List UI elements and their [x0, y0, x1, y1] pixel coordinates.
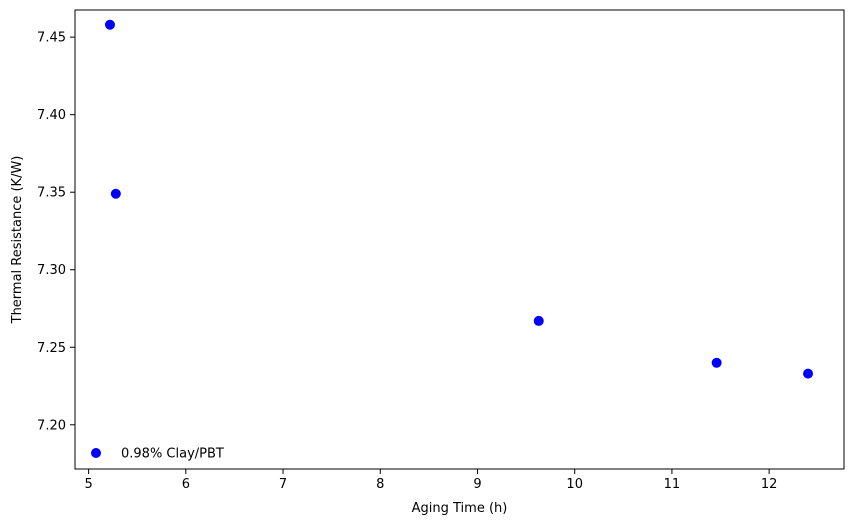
- x-tick-label: 7: [279, 477, 287, 492]
- x-axis: 5 6 7 8 9 10 11 12: [84, 469, 777, 492]
- y-tick-label: 7.45: [37, 31, 66, 46]
- legend-label: 0.98% Clay/PBT: [121, 447, 224, 462]
- y-tick-label: 7.25: [37, 341, 66, 356]
- data-point: [711, 357, 722, 368]
- x-tick-label: 11: [664, 477, 681, 492]
- data-point: [803, 368, 814, 379]
- x-tick-label: 8: [376, 477, 384, 492]
- y-axis-label: Thermal Resistance (K/W): [10, 156, 25, 325]
- y-tick-label: 7.40: [37, 108, 66, 123]
- data-points: [104, 19, 814, 379]
- plot-frame: [74, 9, 845, 470]
- legend: 0.98% Clay/PBT: [91, 447, 224, 462]
- x-tick-label: 6: [182, 477, 190, 492]
- x-axis-label: Aging Time (h): [412, 501, 508, 516]
- y-axis: 7.20 7.25 7.30 7.35 7.40 7.45: [37, 31, 75, 433]
- data-point: [533, 315, 544, 326]
- x-tick-label: 5: [84, 477, 92, 492]
- y-tick-label: 7.35: [37, 186, 66, 201]
- y-tick-label: 7.20: [37, 418, 66, 433]
- data-point: [104, 19, 115, 30]
- data-point: [110, 188, 121, 199]
- x-tick-label: 9: [473, 477, 481, 492]
- y-tick-label: 7.30: [37, 263, 66, 278]
- legend-marker: [91, 448, 101, 458]
- x-tick-label: 10: [566, 477, 583, 492]
- x-tick-label: 12: [761, 477, 778, 492]
